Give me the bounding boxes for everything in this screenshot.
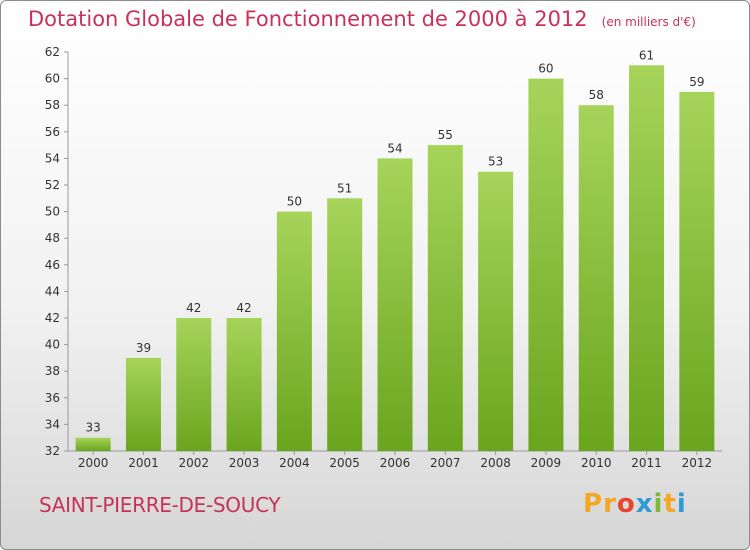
y-tick-label: 36 [45, 391, 60, 405]
y-tick-label: 58 [45, 98, 60, 112]
bar [427, 145, 463, 451]
bar-value-label: 42 [186, 301, 201, 315]
title-text: Dotation Globale de Fonctionnement de 20… [28, 7, 588, 31]
x-tick-label: 2006 [380, 456, 411, 470]
y-tick-label: 50 [45, 205, 60, 219]
x-tick-label: 2000 [78, 456, 109, 470]
bar [679, 91, 715, 452]
x-tick-label: 2008 [480, 456, 511, 470]
logo-letter: P [583, 489, 604, 519]
unit-label: (en milliers d'€) [601, 15, 696, 29]
logo-letter: i [676, 489, 687, 519]
bar-value-label: 50 [287, 195, 302, 209]
x-tick-label: 2010 [581, 456, 612, 470]
logo-letter: x [635, 489, 654, 519]
y-tick-label: 60 [45, 72, 60, 86]
bar-value-label: 53 [488, 155, 503, 169]
logo-letter: r [603, 489, 617, 519]
bar-value-label: 42 [236, 301, 251, 315]
y-tick-label: 44 [45, 284, 60, 298]
bar [327, 198, 363, 451]
proxiti-logo: Proxiti [583, 489, 687, 519]
logo-letter: t [663, 489, 677, 519]
bar [629, 65, 665, 452]
bar [377, 158, 413, 451]
bar-value-label: 59 [689, 75, 704, 89]
bar [578, 105, 614, 451]
y-tick-label: 48 [45, 231, 60, 245]
y-tick-label: 32 [45, 444, 60, 458]
bar [75, 437, 111, 451]
bar-value-label: 39 [136, 341, 151, 355]
bar [528, 78, 564, 451]
logo-letter: o [616, 489, 636, 519]
y-tick-label: 38 [45, 364, 60, 378]
x-tick-label: 2011 [631, 456, 662, 470]
bar [276, 211, 312, 451]
x-tick-label: 2003 [229, 456, 260, 470]
commune-name: SAINT-PIERRE-DE-SOUCY [39, 493, 281, 517]
y-tick-label: 40 [45, 338, 60, 352]
bar-value-label: 54 [387, 141, 402, 155]
x-tick-label: 2001 [128, 456, 159, 470]
bar [176, 318, 212, 451]
bar-value-label: 33 [86, 421, 101, 435]
y-tick-label: 46 [45, 258, 60, 272]
y-tick-label: 54 [45, 151, 60, 165]
bar-value-label: 60 [538, 62, 553, 76]
x-tick-label: 2004 [279, 456, 310, 470]
x-tick-label: 2005 [329, 456, 360, 470]
bar [478, 171, 514, 451]
y-tick-label: 56 [45, 125, 60, 139]
bar-value-label: 61 [639, 48, 654, 62]
bar-value-label: 55 [438, 128, 453, 142]
x-tick-label: 2002 [178, 456, 209, 470]
x-tick-label: 2009 [531, 456, 562, 470]
x-tick-label: 2012 [682, 456, 713, 470]
bar [226, 318, 262, 451]
y-tick-label: 34 [45, 417, 60, 431]
y-tick-label: 62 [45, 45, 60, 59]
y-tick-label: 52 [45, 178, 60, 192]
y-tick-label: 42 [45, 311, 60, 325]
logo-letter: i [653, 489, 664, 519]
bar-value-label: 51 [337, 181, 352, 195]
bar-value-label: 58 [589, 88, 604, 102]
chart-title: Dotation Globale de Fonctionnement de 20… [28, 7, 696, 31]
bar [125, 357, 161, 451]
x-tick-label: 2007 [430, 456, 461, 470]
